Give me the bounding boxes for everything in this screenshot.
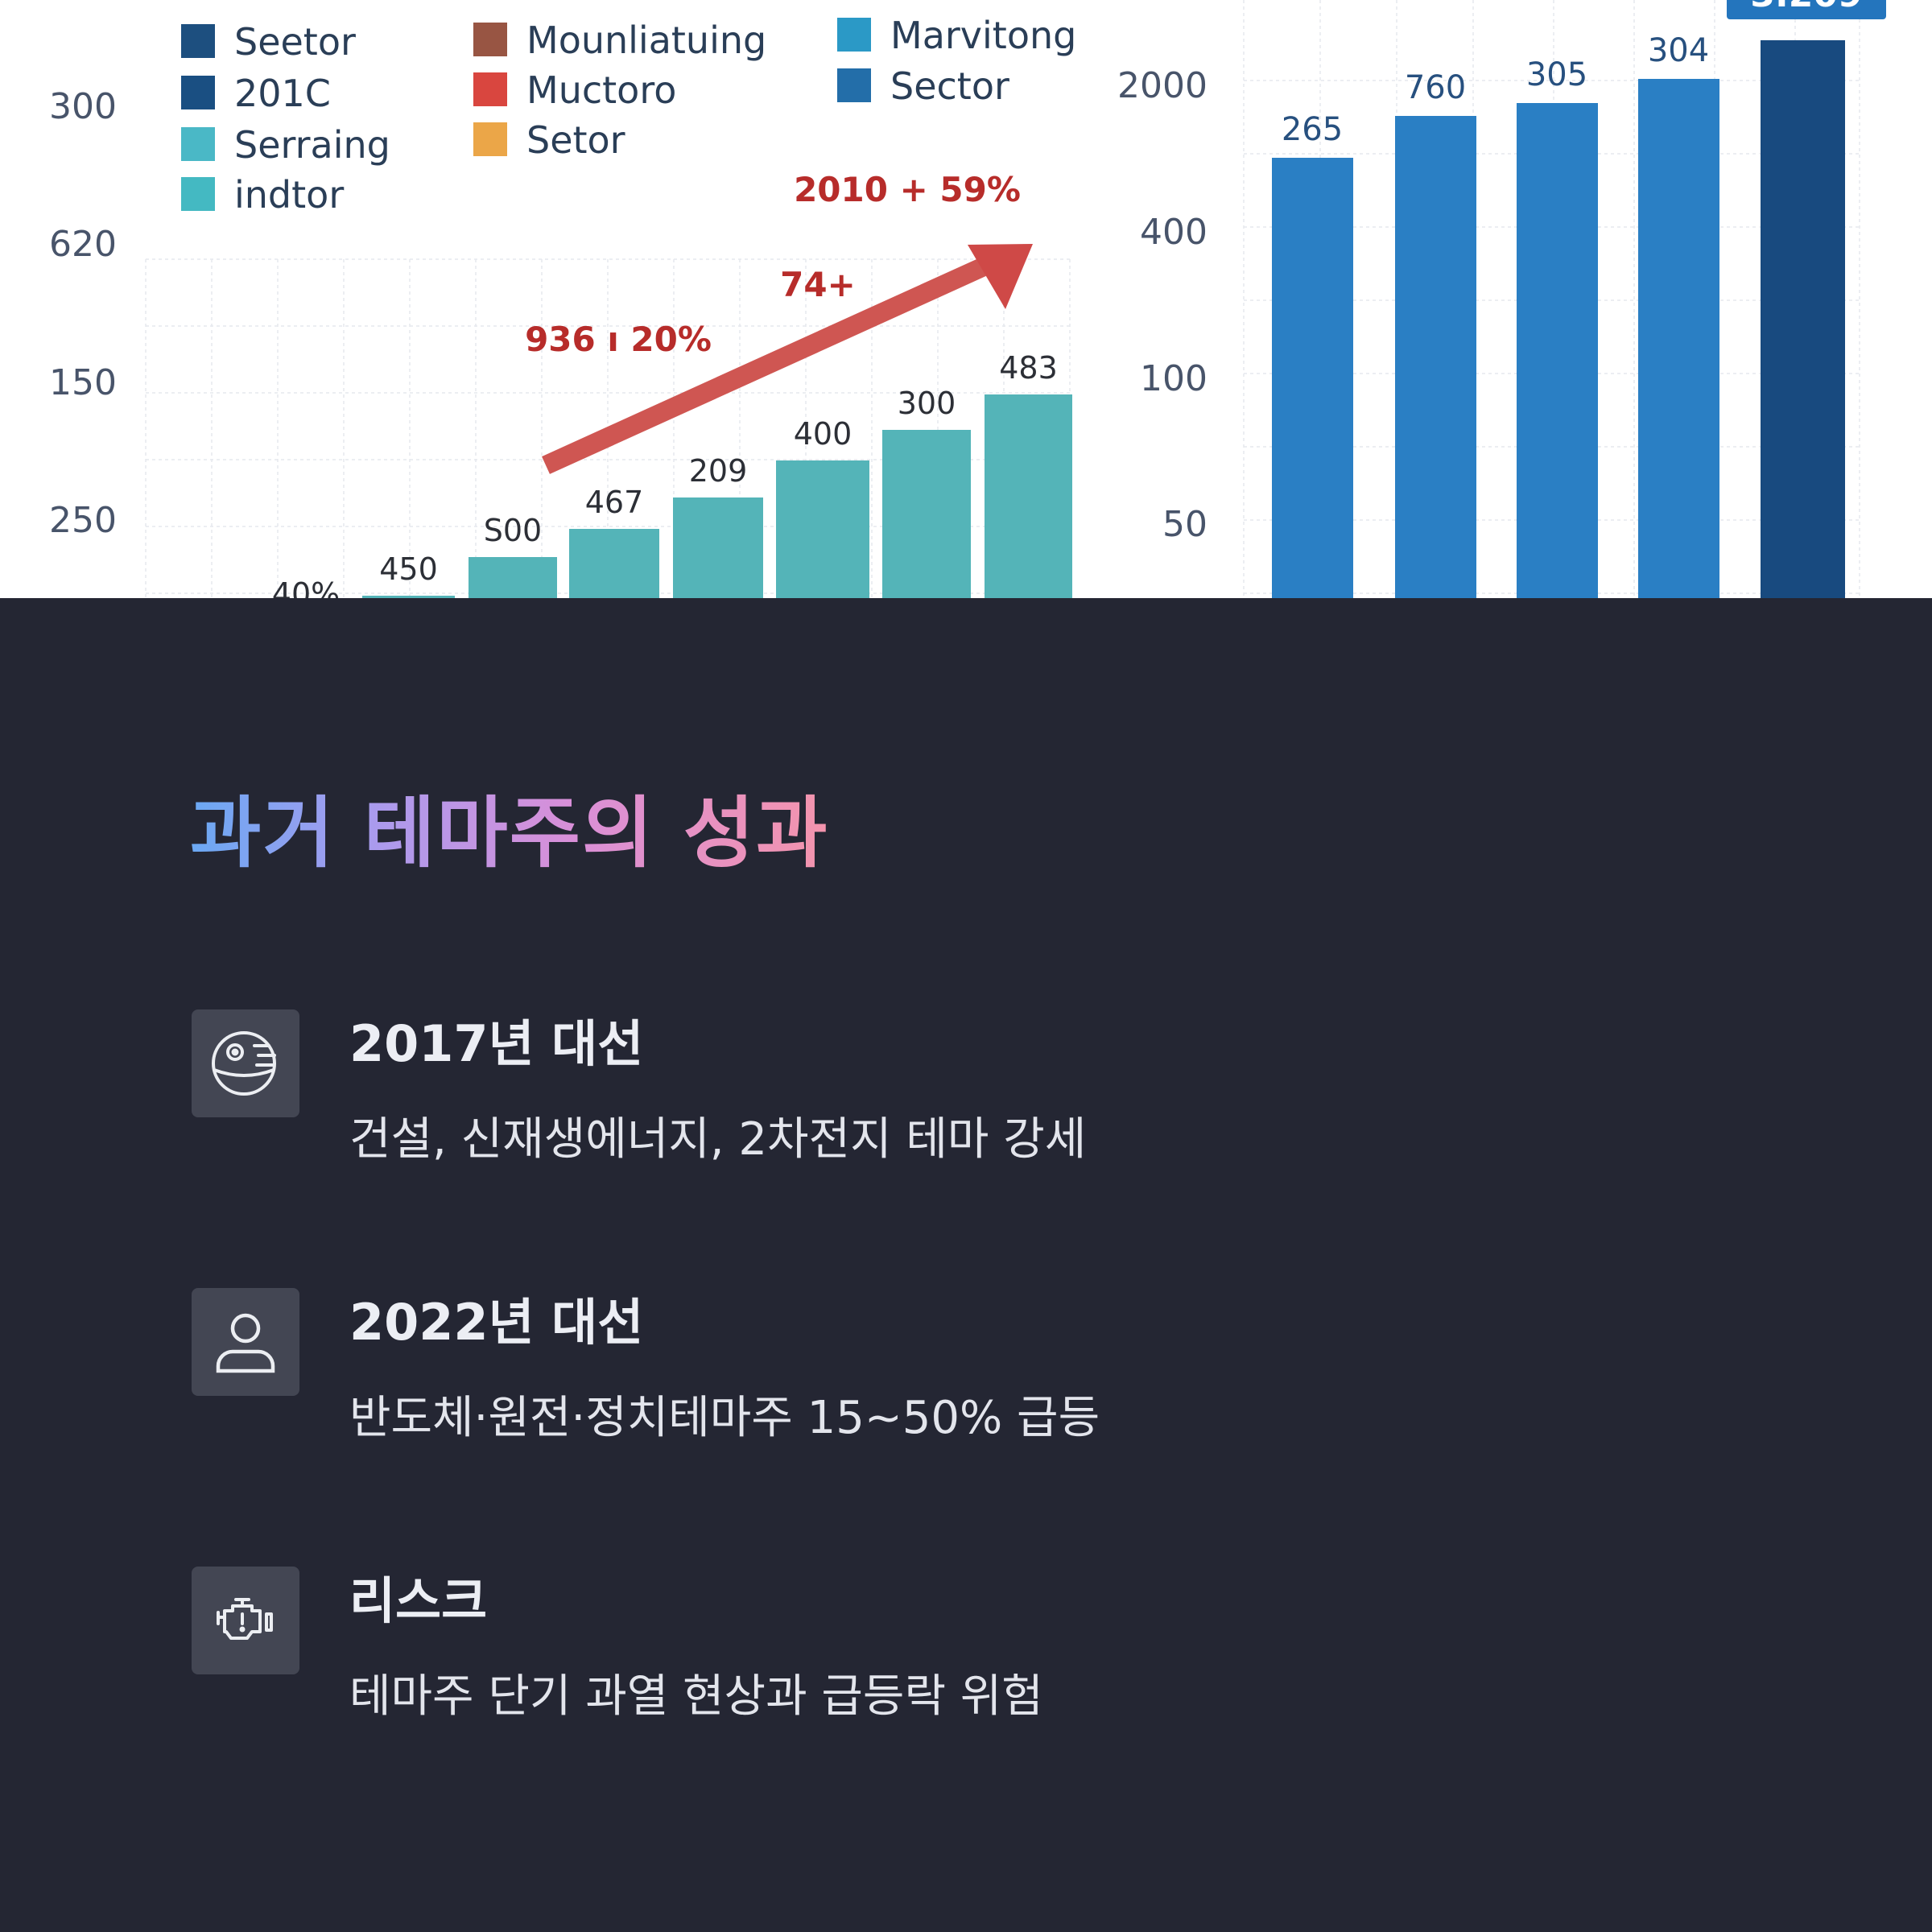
item-2022-election: 2022년 대선 반도체·원전·정치테마주 15~50% 급등 [192, 1288, 1641, 1481]
annotation-label: 936 ı 20% [525, 320, 712, 359]
y-tick-label: 100 [1140, 358, 1208, 399]
bar-value-label: 40% [272, 576, 340, 598]
item-2017-election: 2017년 대선 건설, 신재생에너지, 2차전지 테마 강세 [192, 1009, 1641, 1203]
legend-label: Seetor [234, 20, 356, 64]
item-desc: 테마주 단기 과열 현상과 급등락 위험 [349, 1670, 1043, 1723]
legend-swatch [473, 122, 507, 156]
bar-value-label: 467 [585, 485, 644, 520]
bar-value-label: 760 [1405, 69, 1466, 106]
bar [1517, 103, 1598, 598]
bar [569, 529, 659, 598]
user-icon [192, 1288, 299, 1396]
engine-warning-icon [192, 1567, 299, 1674]
bar-value-label: 265 [1282, 111, 1343, 148]
bar-value-label: 209 [689, 453, 748, 489]
item-title: 리스크 [349, 1571, 488, 1630]
item-desc: 건설, 신재생에너지, 2차전지 테마 강세 [349, 1113, 1087, 1166]
highlight-label-box [1727, 0, 1886, 19]
legend-swatch [181, 76, 215, 109]
legend-label: 201C [234, 72, 331, 115]
annotation-label: 74+ [780, 265, 856, 304]
legend-swatch [181, 24, 215, 58]
bar [1638, 79, 1719, 598]
bar [985, 394, 1072, 598]
legend-label: Muctoro [526, 68, 676, 112]
item-desc: 반도체·원전·정치테마주 15~50% 급등 [349, 1392, 1100, 1444]
chart-svg: 300 620 150 250 Seetor Mounliatuing Marvitong 2… [49, 0, 1886, 598]
item-title: 2022년 대선 [349, 1293, 644, 1352]
section-title: 과거 테마주의 성과 [190, 788, 829, 878]
bar [1395, 116, 1476, 598]
legend-swatch [837, 18, 871, 52]
legend-label: Serraing [234, 123, 390, 167]
bar [776, 460, 869, 598]
bar [1272, 158, 1353, 598]
y-tick-label: 50 [1162, 504, 1208, 545]
legend-swatch [473, 23, 507, 56]
item-title: 2017년 대선 [349, 1014, 644, 1073]
legend-label: Setor [526, 118, 625, 162]
bar [882, 430, 971, 598]
legend-swatch [181, 127, 215, 161]
legend-label: indtor [234, 173, 344, 217]
death-star-icon [192, 1009, 299, 1117]
legend-swatch [181, 177, 215, 211]
legend-swatch [837, 68, 871, 102]
y-tick-label: 620 [49, 224, 117, 265]
legend-label: Marvitong [890, 14, 1076, 57]
bar-value-label: 483 [999, 350, 1058, 386]
legend-swatch [473, 72, 507, 106]
trend-arrow-head [968, 244, 1033, 309]
bar [469, 557, 557, 598]
y-tick-label: 250 [49, 500, 117, 541]
bar-value-label: S00 [484, 513, 542, 548]
chart-image: 300 620 150 250 Seetor Mounliatuing Marvitong 2… [0, 0, 1932, 598]
legend-label: Sector [890, 64, 1009, 108]
highlight-bar [1761, 40, 1845, 598]
bar-value-label: 400 [794, 416, 852, 452]
bar-value-label: 450 [379, 551, 438, 587]
bar [673, 497, 763, 598]
legend-label: Mounliatuing [526, 19, 766, 62]
bar-value-label: 300 [898, 386, 956, 421]
highlight-value-label: 3.209 [1750, 0, 1862, 15]
annotation-label: 2010 + 59% [794, 170, 1021, 209]
y-tick-label: 150 [49, 362, 117, 403]
y-tick-label: 300 [49, 86, 117, 127]
bar [362, 596, 455, 598]
trend-arrow-shaft [542, 258, 986, 474]
bar-value-label: 304 [1648, 32, 1709, 69]
item-risk: 리스크 테마주 단기 과열 현상과 급등락 위험 [192, 1567, 1641, 1760]
y-tick-label: 2000 [1117, 65, 1208, 106]
y-tick-label: 400 [1140, 212, 1208, 253]
bar-value-label: 305 [1526, 56, 1587, 93]
